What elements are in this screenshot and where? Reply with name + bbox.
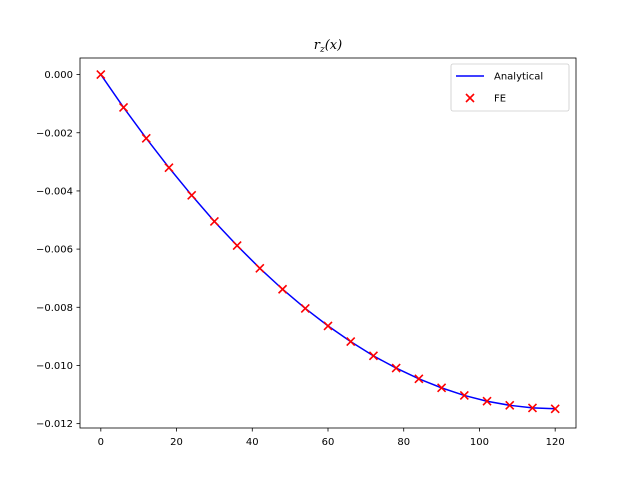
title-subscript: z [319,45,325,55]
x-axis: 0 20 40 60 80 100 120 [98,428,565,448]
y-axis: 0.000 −0.002 −0.004 −0.006 −0.008 −0.010 −0.01… [36,70,80,430]
y-tick-label: −0.012 [36,419,73,430]
x-tick-label: 60 [322,437,335,448]
x-tick-label: 40 [246,437,259,448]
fe-data-point [391,363,401,373]
y-tick-label: −0.002 [36,128,73,139]
legend-label: FE [494,94,506,105]
fe-data-point [368,351,379,361]
fe-data-point [118,102,129,113]
fe-data-point [437,383,447,393]
legend-label: Analytical [494,72,543,83]
fe-data-point [187,190,197,200]
y-tick-label: −0.008 [36,303,73,314]
legend: Analytical FE [450,63,570,112]
x-tick-label: 20 [170,437,183,448]
fe-data-point [141,133,151,143]
fe-data-point [414,374,424,384]
fe-data-point [277,284,288,294]
title-args: (x) [325,38,342,53]
fe-data-point [482,396,492,406]
fe-data-point [96,70,106,80]
title-main: r [314,38,321,53]
analytical-series-line [100,74,556,410]
fe-data-point [550,404,560,414]
chart-title: rz(x) [314,38,342,55]
x-tick-label: 120 [546,437,565,448]
fe-data-point [527,403,538,413]
plot-area [96,70,560,414]
fe-data-point [164,163,174,173]
fe-data-point [346,337,356,347]
fe-data-point [323,321,333,331]
fe-data-point [505,400,515,410]
y-tick-label: −0.010 [36,361,73,372]
y-tick-label: −0.004 [36,187,73,198]
x-tick-label: 80 [397,437,410,448]
x-tick-label: 100 [470,437,489,448]
fe-data-point [300,303,310,314]
y-tick-label: 0.000 [44,70,73,81]
legend-marker-swatch [465,93,475,103]
y-tick-label: −0.006 [36,245,73,256]
fe-data-point [232,241,242,251]
fe-data-point [209,216,219,227]
fe-data-point [459,390,469,400]
x-tick-label: 0 [98,437,104,448]
axes-frame [79,57,577,429]
fe-data-point [255,263,265,273]
